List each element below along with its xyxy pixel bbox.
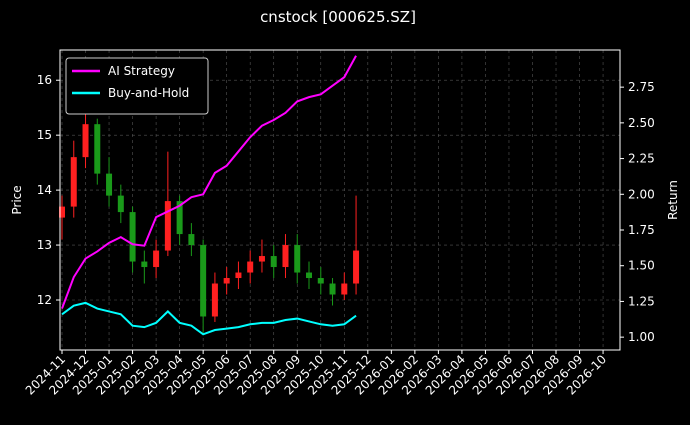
candle-body bbox=[94, 124, 101, 174]
candle-body bbox=[211, 283, 218, 317]
candle-body bbox=[164, 201, 171, 251]
candle-body bbox=[317, 278, 324, 284]
y2-tick-label: 2.25 bbox=[628, 152, 655, 166]
y-tick-label: 14 bbox=[37, 183, 52, 197]
candle-body bbox=[129, 212, 136, 262]
y2-tick-label: 2.50 bbox=[628, 116, 655, 130]
candle-body bbox=[70, 157, 77, 207]
candle-body bbox=[294, 245, 301, 273]
candle-body bbox=[141, 261, 148, 268]
candle-body bbox=[58, 206, 65, 218]
candle-body bbox=[306, 272, 313, 279]
y2-tick-label: 1.75 bbox=[628, 223, 655, 237]
y-tick-label: 13 bbox=[37, 238, 52, 252]
candle-body bbox=[176, 201, 183, 235]
candle-body bbox=[282, 245, 289, 268]
y2-tick-label: 1.50 bbox=[628, 259, 655, 273]
y2-tick-label: 1.25 bbox=[628, 294, 655, 308]
y-axis-label: Price bbox=[10, 185, 24, 214]
candle-body bbox=[82, 124, 89, 158]
candle-body bbox=[235, 272, 242, 279]
series-line bbox=[61, 301, 357, 336]
y2-tick-label: 2.00 bbox=[628, 187, 655, 201]
candle-body bbox=[353, 250, 360, 284]
candle-body bbox=[200, 245, 207, 317]
candle-body bbox=[270, 256, 277, 268]
candle-body bbox=[341, 283, 348, 295]
y2-tick-label: 1.00 bbox=[628, 330, 655, 344]
candle-body bbox=[258, 256, 265, 262]
chart-title: cnstock [000625.SZ] bbox=[260, 8, 416, 26]
y-tick-label: 12 bbox=[37, 293, 52, 307]
candle-body bbox=[223, 278, 230, 284]
y2-axis-label: Return bbox=[666, 180, 680, 220]
candle-body bbox=[329, 283, 336, 295]
candle-body bbox=[247, 261, 254, 273]
y-tick-label: 16 bbox=[37, 73, 52, 87]
candle-body bbox=[117, 195, 124, 213]
candle-body bbox=[188, 234, 195, 246]
candle-body bbox=[153, 250, 160, 268]
plot-frame bbox=[59, 49, 621, 351]
legend-label: Buy-and-Hold bbox=[108, 86, 189, 100]
series-line bbox=[61, 55, 357, 309]
legend-box bbox=[65, 57, 209, 115]
legend-label: AI Strategy bbox=[108, 64, 175, 78]
y-tick-label: 15 bbox=[37, 128, 52, 142]
y2-tick-label: 2.75 bbox=[628, 80, 655, 94]
candle-body bbox=[106, 173, 113, 196]
